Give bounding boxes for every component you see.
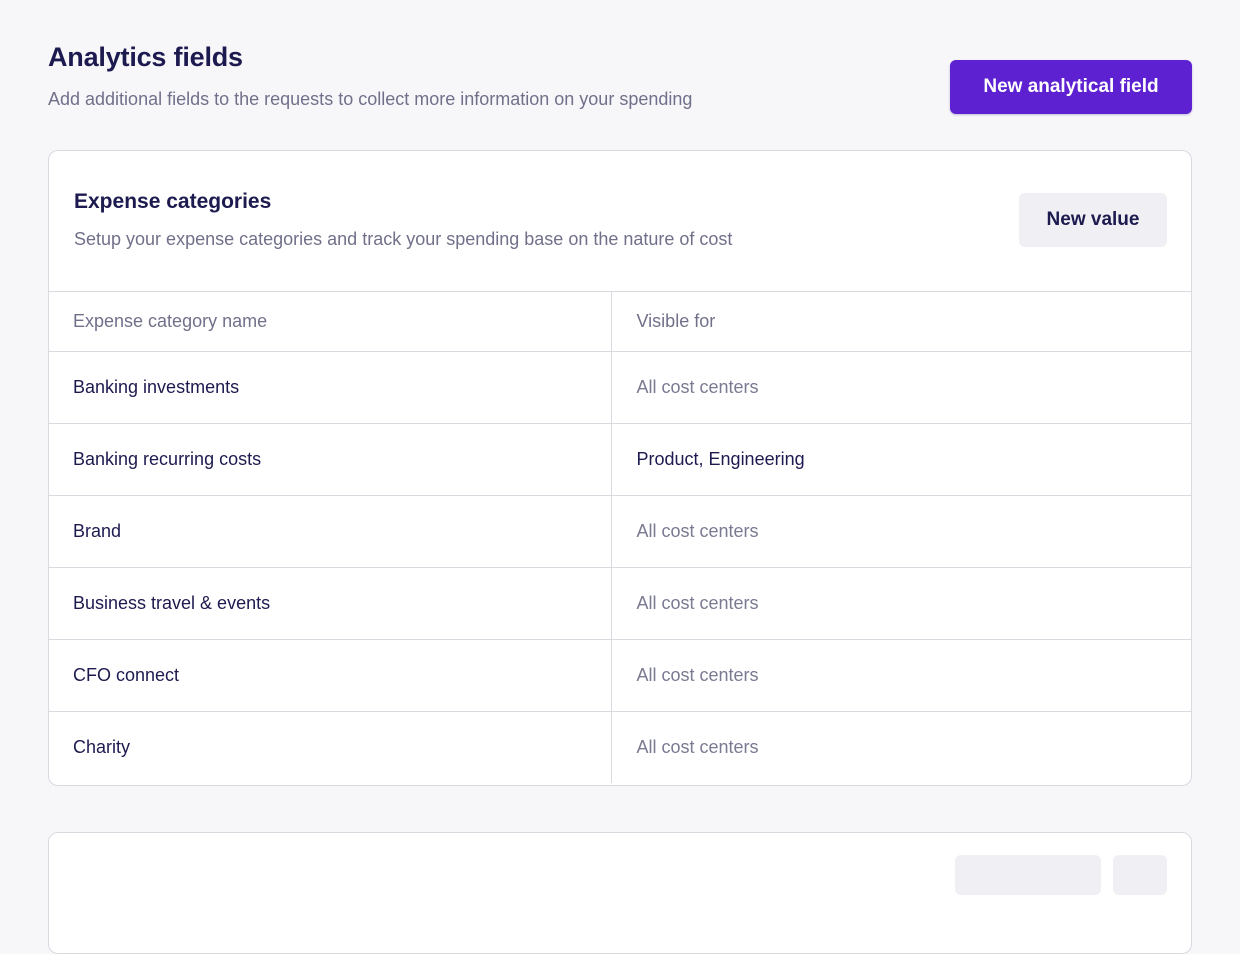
- expense-category-name: Banking recurring costs: [49, 423, 612, 496]
- column-header-visible-for: Visible for: [611, 292, 1191, 352]
- page-title: Analytics fields: [48, 42, 243, 72]
- visible-for-value: Product, Engineering: [611, 423, 1191, 496]
- table-row[interactable]: Banking recurring costs Product, Engineer…: [49, 423, 1191, 496]
- visible-for-value: All cost centers: [636, 737, 759, 757]
- new-value-button[interactable]: New value: [1019, 193, 1167, 247]
- expense-category-name: Charity: [49, 711, 612, 783]
- expense-category-name: Banking investments: [49, 351, 612, 424]
- card-header: Expense categories Setup your expense ca…: [49, 151, 1191, 292]
- expense-categories-card: Expense categories Setup your expense ca…: [48, 150, 1192, 786]
- column-header-name: Expense category name: [49, 292, 612, 352]
- expense-category-name: Business travel & events: [49, 567, 612, 640]
- visible-for-value: All cost centers: [611, 567, 1191, 640]
- expense-category-name: CFO connect: [49, 639, 612, 712]
- expense-category-name: Brand: [49, 495, 612, 568]
- visible-for-value: All cost centers: [611, 639, 1191, 712]
- table-body: Banking investments All cost centers Banki…: [49, 351, 1191, 783]
- table-row[interactable]: Banking investments All cost centers: [49, 351, 1191, 424]
- table-row[interactable]: Business travel & events All cost centers: [49, 567, 1191, 640]
- visible-for-value: All cost centers: [611, 351, 1191, 424]
- table-row[interactable]: CFO connect All cost centers: [49, 639, 1191, 712]
- card-title: Expense categories: [74, 190, 272, 213]
- expense-categories-table: Expense category name Visible for Bankin…: [49, 292, 1191, 783]
- new-analytical-field-button[interactable]: New analytical field: [950, 60, 1192, 114]
- table-header-row: Expense category name Visible for: [49, 292, 1191, 352]
- page-header: Analytics fields Add additional fields t…: [48, 42, 1192, 122]
- next-card-action-button[interactable]: [955, 855, 1101, 895]
- next-card-more-button[interactable]: [1113, 855, 1167, 895]
- analytics-fields-page: Analytics fields Add additional fields t…: [48, 42, 1192, 954]
- page-subtitle: Add additional fields to the requests to…: [48, 89, 693, 109]
- next-card: [48, 832, 1192, 954]
- table-row[interactable]: Brand All cost centers: [49, 495, 1191, 568]
- table-row[interactable]: Charity All cost centers: [49, 711, 1191, 783]
- card-subtitle: Setup your expense categories and track …: [74, 229, 733, 249]
- visible-for-value: All cost centers: [611, 495, 1191, 568]
